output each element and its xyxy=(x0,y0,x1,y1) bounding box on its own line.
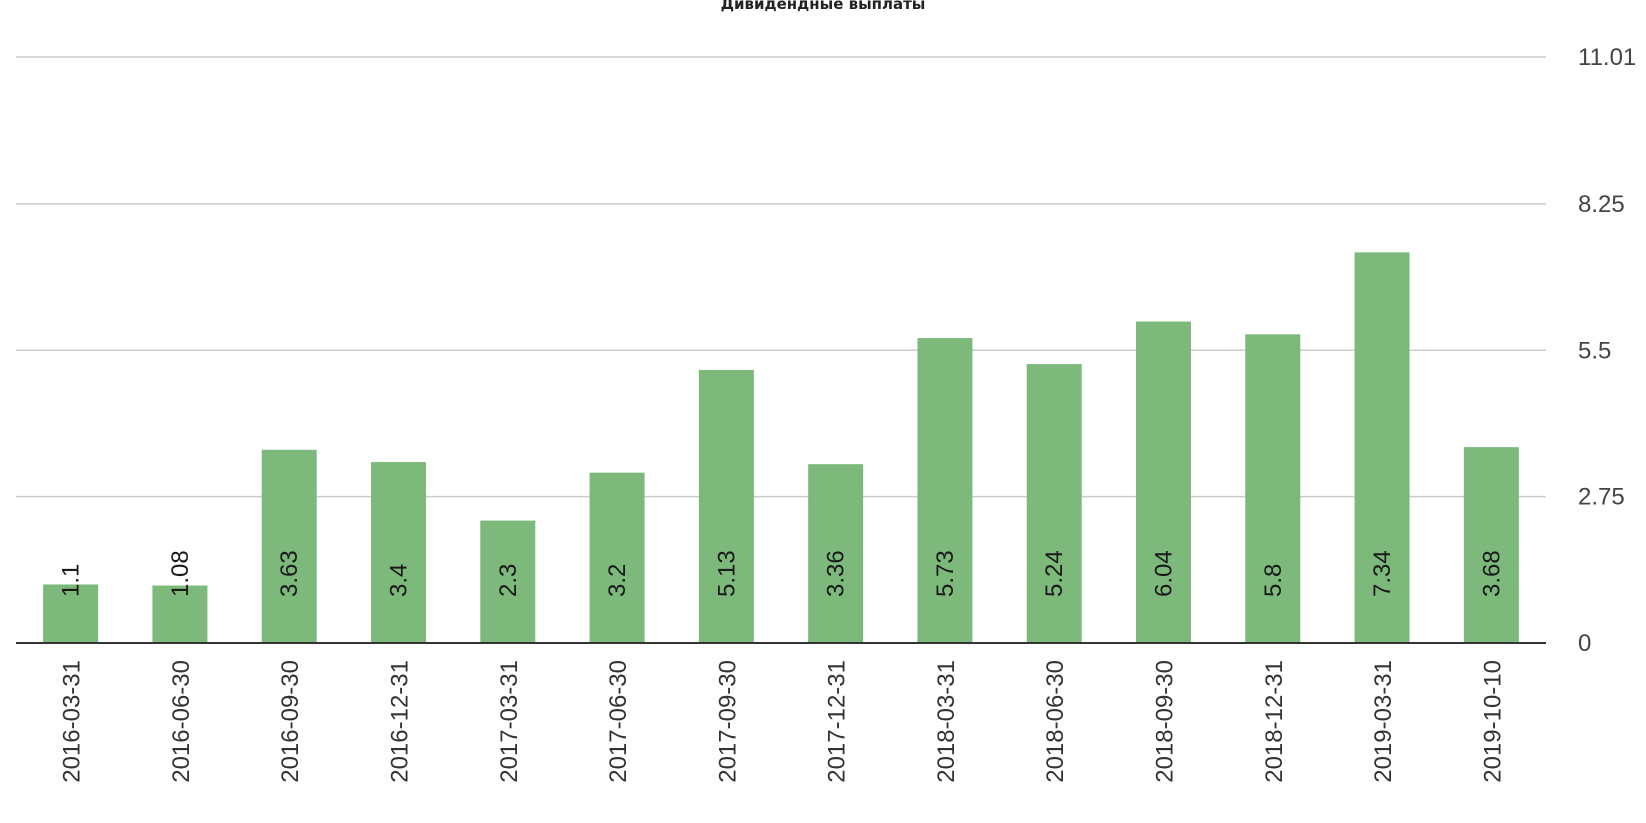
y-tick-label: 0 xyxy=(1578,630,1591,657)
data-label: 3.68 xyxy=(1478,550,1505,597)
gridlines xyxy=(16,56,1546,498)
bar xyxy=(371,462,426,643)
bar xyxy=(43,584,99,643)
x-tick-label: 2018-06-30 xyxy=(1042,660,1069,783)
bar xyxy=(1136,321,1191,643)
data-label: 5.24 xyxy=(1041,550,1068,597)
data-label: 5.13 xyxy=(713,550,740,597)
x-tick-label: 2016-06-30 xyxy=(168,660,195,783)
data-label: 3.36 xyxy=(823,550,850,597)
data-label: 1.08 xyxy=(167,550,194,597)
bar xyxy=(1463,447,1519,643)
x-tick-label: 2017-03-31 xyxy=(496,660,523,783)
y-tick-label: 2.75 xyxy=(1578,484,1625,511)
bar xyxy=(1245,334,1301,643)
y-tick-label: 11.01 xyxy=(1578,44,1636,71)
y-axis: 0 2.75 5.5 8.25 11.01 xyxy=(1578,44,1636,657)
chart-title: Дивидендные выплаты xyxy=(720,0,926,13)
y-tick-label: 8.25 xyxy=(1578,191,1625,218)
x-tick-label: 2016-03-31 xyxy=(59,660,86,783)
data-label: 5.8 xyxy=(1260,564,1287,597)
x-tick-label: 2017-09-30 xyxy=(714,660,741,783)
data-label: 6.04 xyxy=(1151,550,1178,597)
x-tick-label: 2018-03-31 xyxy=(933,660,960,783)
x-tick-label: 2018-09-30 xyxy=(1152,660,1179,783)
x-axis: 2016-03-31 2016-06-30 2016-09-30 2016-12-31… xyxy=(16,642,1546,783)
data-label: 3.2 xyxy=(604,564,631,597)
bar xyxy=(808,464,864,643)
bar xyxy=(1026,364,1082,643)
bar xyxy=(589,472,645,643)
x-tick-label: 2016-09-30 xyxy=(277,660,304,783)
data-label: 1.1 xyxy=(58,564,85,597)
bar xyxy=(480,520,536,643)
bar xyxy=(261,449,317,643)
x-tick-label: 2018-12-31 xyxy=(1261,660,1288,783)
x-tick-label: 2019-03-31 xyxy=(1370,660,1397,783)
data-label: 3.4 xyxy=(386,564,413,597)
bars xyxy=(43,252,1519,644)
bar xyxy=(917,338,973,643)
bar xyxy=(698,369,754,643)
x-tick-label: 2016-12-31 xyxy=(387,660,414,783)
x-tick-label: 2019-10-10 xyxy=(1479,660,1506,783)
data-label: 3.63 xyxy=(276,550,303,597)
data-labels: 1.1 1.08 3.63 3.4 2.3 3.2 5.13 3.36 5.73 5.24 6.04… xyxy=(58,550,1506,597)
bar xyxy=(1354,252,1410,644)
x-tick-label: 2017-12-31 xyxy=(824,660,851,783)
bar xyxy=(152,585,208,643)
data-label: 7.34 xyxy=(1369,550,1396,597)
y-tick-label: 5.5 xyxy=(1578,337,1611,364)
data-label: 5.73 xyxy=(932,550,959,597)
x-tick-label: 2017-06-30 xyxy=(605,660,632,783)
data-label: 2.3 xyxy=(495,564,522,597)
